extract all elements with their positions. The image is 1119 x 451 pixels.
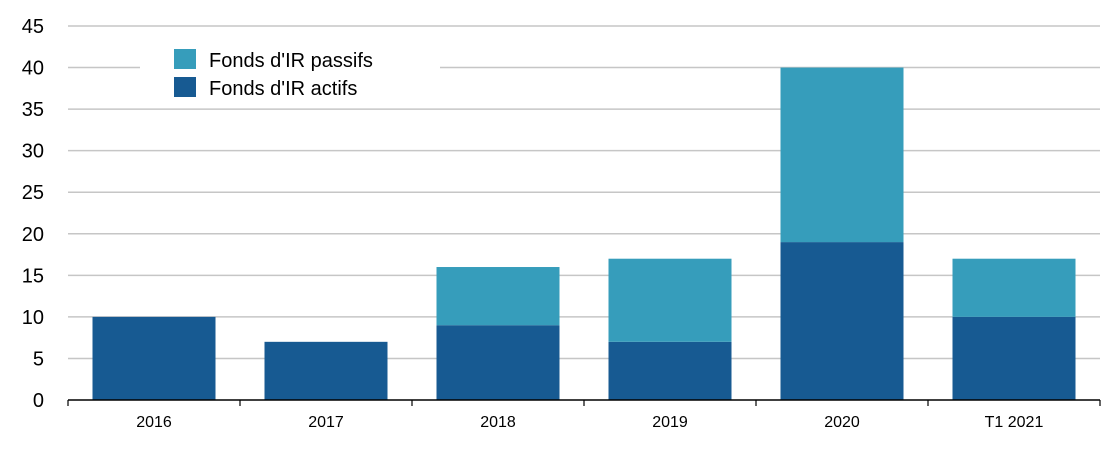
ytick-label-10: 10 — [22, 307, 44, 329]
axes: 0 5 10 15 20 25 30 35 40 45 2016 2017 2018 2019 2020 T1… — [22, 16, 1101, 431]
ytick-label-15: 15 — [22, 265, 44, 287]
bar-passifs-2020 — [780, 67, 904, 243]
bar-actifs-t1-2021 — [952, 316, 1076, 400]
ytick-label-5: 5 — [33, 348, 44, 370]
xtick-label-t1-2021: T1 2021 — [985, 414, 1044, 431]
bar-actifs-2016 — [92, 316, 216, 400]
legend: Fonds d'IR passifs Fonds d'IR actifs — [140, 40, 440, 102]
xtick-label-2017: 2017 — [308, 414, 344, 431]
ytick-label-35: 35 — [22, 99, 44, 121]
xtick-label-2019: 2019 — [652, 414, 688, 431]
ytick-label-25: 25 — [22, 182, 44, 204]
ytick-label-20: 20 — [22, 224, 44, 246]
bar-passifs-2018 — [436, 267, 560, 326]
xtick-label-2016: 2016 — [136, 414, 172, 431]
legend-label-actifs: Fonds d'IR actifs — [209, 78, 357, 100]
legend-swatch-passifs — [174, 49, 196, 69]
bar-passifs-t1-2021 — [952, 258, 1076, 317]
bars — [92, 67, 1076, 400]
legend-swatch-actifs — [174, 77, 196, 97]
legend-label-passifs: Fonds d'IR passifs — [209, 50, 373, 72]
ytick-label-45: 45 — [22, 16, 44, 38]
bar-passifs-2019 — [608, 258, 732, 342]
bar-actifs-2019 — [608, 341, 732, 400]
ytick-label-30: 30 — [22, 141, 44, 163]
bar-actifs-2018 — [436, 325, 560, 400]
ytick-label-40: 40 — [22, 58, 44, 80]
xtick-label-2018: 2018 — [480, 414, 516, 431]
ytick-label-0: 0 — [33, 390, 44, 412]
bar-actifs-2017 — [264, 341, 388, 400]
gridlines — [68, 25, 1100, 360]
bar-actifs-2020 — [780, 242, 904, 400]
xtick-label-2020: 2020 — [824, 414, 860, 431]
